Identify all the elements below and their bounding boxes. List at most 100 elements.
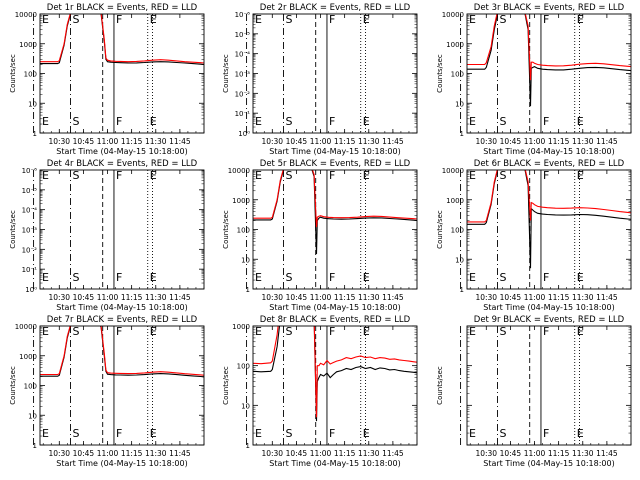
marker-label: E: [42, 115, 49, 128]
plot-frame: [466, 13, 632, 134]
x-tick-label: 11:00: [524, 137, 546, 146]
y-tick-label: 100: [24, 71, 37, 79]
y-tick-label: 1000: [232, 197, 250, 205]
marker-label: E: [469, 427, 476, 440]
y-tick-label: 10⁻⁵: [235, 31, 251, 39]
x-tick-label: 11:00: [524, 449, 546, 458]
x-tick-label: 10:45: [286, 293, 308, 302]
x-tick-label: 11:30: [572, 137, 594, 146]
series-lld-line: [40, 326, 204, 376]
marker-label-top: E: [363, 325, 370, 338]
y-tick-label: 100: [24, 383, 37, 391]
y-tick-label: 10⁻⁴: [235, 51, 251, 59]
panel-det-3: Det 3r BLACK = Events, RED = LLD Start Ti…: [436, 3, 632, 156]
y-tick-label: 10000: [442, 11, 464, 19]
x-tick-label: 11:00: [524, 293, 546, 302]
panel-title: Det 5r BLACK = Events, RED = LLD: [260, 159, 411, 169]
marker-label-top: E: [42, 169, 49, 182]
marker-label: E: [255, 115, 262, 128]
x-tick-label: 11:15: [121, 137, 143, 146]
marker-label: F: [543, 115, 549, 128]
marker-label-top: E: [255, 13, 262, 26]
y-tick-label: 10⁻¹: [235, 110, 251, 118]
marker-label-top: F: [329, 13, 335, 26]
x-tick-label: 10:45: [500, 137, 522, 146]
series-lld-line: [253, 170, 417, 228]
y-axis-label: Counts/sec: [436, 366, 444, 405]
marker-label: E: [42, 427, 49, 440]
x-tick-label: 10:30: [261, 449, 283, 458]
y-tick-label: 10⁰: [238, 130, 250, 138]
x-axis-label: Start Time (04-May-15 10:18:00): [483, 303, 614, 312]
marker-label: F: [329, 115, 335, 128]
x-tick-label: 10:30: [475, 137, 497, 146]
panel-title: Det 2r BLACK = Events, RED = LLD: [260, 3, 411, 13]
x-tick-label: 10:30: [48, 449, 70, 458]
x-tick-label: 10:30: [261, 293, 283, 302]
x-tick-label: 11:45: [169, 293, 191, 302]
x-tick-label: 11:30: [572, 449, 594, 458]
y-tick-label: 1000: [446, 197, 464, 205]
x-tick-label: 11:15: [334, 137, 356, 146]
x-tick-label: 11:30: [358, 449, 380, 458]
marker-label-top: E: [42, 13, 49, 26]
marker-label-top: E: [469, 325, 476, 338]
marker-label-top: F: [543, 325, 549, 338]
x-tick-label: 10:45: [500, 449, 522, 458]
x-tick-label: 10:30: [48, 293, 70, 302]
marker-label-top: E: [255, 325, 262, 338]
series-events-line: [253, 326, 417, 422]
x-tick-label: 11:45: [382, 449, 404, 458]
panel-title: Det 3r BLACK = Events, RED = LLD: [474, 3, 625, 13]
x-tick-label: 11:45: [596, 137, 618, 146]
x-axis-label: Start Time (04-May-15 10:18:00): [269, 459, 400, 468]
marker-label-top: S: [500, 13, 507, 26]
y-tick-label: 10⁻³: [235, 71, 251, 79]
x-tick-label: 11:45: [169, 449, 191, 458]
x-tick-label: 11:45: [169, 137, 191, 146]
marker-label-top: S: [286, 169, 293, 182]
marker-label-top: E: [150, 169, 157, 182]
y-tick-label: 10: [455, 100, 464, 108]
panel-title: Det 1r BLACK = Events, RED = LLD: [47, 3, 198, 13]
marker-label-top: E: [255, 169, 262, 182]
x-tick-label: 11:30: [358, 137, 380, 146]
x-tick-label: 10:30: [475, 293, 497, 302]
marker-label: F: [543, 427, 549, 440]
y-tick-label: 1: [460, 130, 464, 138]
marker-label: F: [116, 271, 122, 284]
marker-label: F: [543, 271, 549, 284]
marker-label: E: [42, 271, 49, 284]
plot-frame: [39, 325, 205, 446]
marker-label-top: E: [577, 13, 584, 26]
x-axis-label: Start Time (04-May-15 10:18:00): [56, 459, 187, 468]
panel-title: Det 6r BLACK = Events, RED = LLD: [474, 159, 625, 169]
y-tick-label: 10⁻²: [235, 90, 251, 98]
marker-label: F: [116, 427, 122, 440]
x-tick-label: 11:00: [97, 449, 119, 458]
x-tick-label: 11:15: [548, 137, 570, 146]
marker-label-top: S: [73, 13, 80, 26]
y-tick-label: 10⁻⁶: [235, 11, 251, 19]
marker-label: F: [329, 271, 335, 284]
x-axis-label: Start Time (04-May-15 10:18:00): [269, 303, 400, 312]
x-tick-label: 11:30: [145, 293, 167, 302]
y-tick-label: 1000: [232, 323, 250, 331]
x-axis-label: Start Time (04-May-15 10:18:00): [483, 459, 614, 468]
panel-det-8: Det 8r BLACK = Events, RED = LLD Start Ti…: [222, 315, 418, 468]
marker-label: E: [363, 115, 370, 128]
x-tick-label: 10:45: [73, 293, 95, 302]
x-tick-label: 11:15: [121, 293, 143, 302]
y-tick-label: 10⁻⁵: [22, 187, 38, 195]
x-tick-label: 10:45: [500, 293, 522, 302]
x-tick-label: 11:45: [596, 449, 618, 458]
y-tick-label: 10000: [15, 323, 37, 331]
marker-label-top: E: [150, 325, 157, 338]
y-tick-label: 1: [33, 130, 37, 138]
x-tick-label: 11:30: [145, 449, 167, 458]
marker-label-top: E: [42, 325, 49, 338]
y-tick-label: 10: [241, 256, 250, 264]
panel-title: Det 8r BLACK = Events, RED = LLD: [260, 315, 411, 325]
marker-label: S: [73, 271, 80, 284]
series-lld-line: [253, 326, 417, 418]
